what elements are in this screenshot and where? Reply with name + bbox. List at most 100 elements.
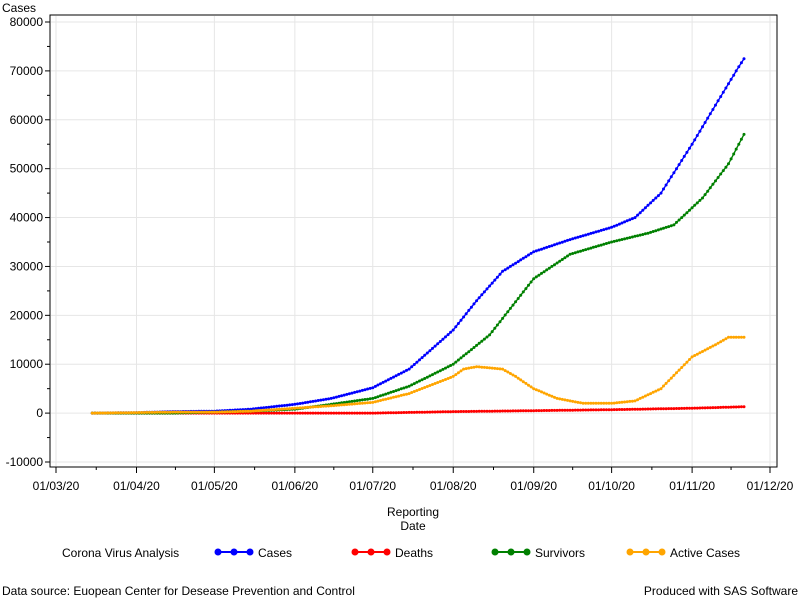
data-point-cases xyxy=(695,134,699,137)
data-point-cases xyxy=(475,299,479,303)
data-point-deaths xyxy=(550,408,554,412)
data-point-deaths xyxy=(428,410,432,414)
data-point-survivors xyxy=(667,225,671,229)
data-point-deaths xyxy=(446,410,450,414)
footer-credit: Produced with SAS Software xyxy=(643,584,798,598)
data-point-active-cases xyxy=(607,401,611,405)
data-point-deaths xyxy=(329,411,333,415)
data-point-active-cases xyxy=(407,392,411,396)
data-point-deaths xyxy=(589,408,593,412)
data-point-deaths xyxy=(656,407,660,411)
data-point-active-cases xyxy=(431,383,434,386)
data-point-survivors xyxy=(444,366,447,370)
data-point-active-cases xyxy=(680,366,684,369)
data-point-active-cases xyxy=(262,408,266,412)
data-point-cases xyxy=(516,260,520,264)
data-point-deaths xyxy=(511,409,515,413)
data-point-active-cases xyxy=(516,376,520,380)
legend-swatch-marker xyxy=(642,548,650,556)
data-point-active-cases xyxy=(659,387,663,391)
data-point-deaths xyxy=(277,411,281,415)
data-point-survivors xyxy=(693,203,697,207)
data-point-active-cases xyxy=(433,382,437,385)
data-point-active-cases xyxy=(739,335,743,339)
data-point-deaths xyxy=(441,410,445,414)
data-point-active-cases xyxy=(142,411,146,414)
series-line-survivors xyxy=(92,134,745,414)
data-point-survivors xyxy=(418,379,421,383)
data-point-deaths xyxy=(584,408,588,412)
data-point-active-cases xyxy=(594,401,598,405)
data-point-cases xyxy=(259,406,263,410)
data-point-cases xyxy=(477,296,481,300)
data-point-deaths xyxy=(332,411,336,415)
data-point-survivors xyxy=(425,375,429,379)
data-point-cases xyxy=(511,263,515,267)
data-point-active-cases xyxy=(321,404,325,408)
data-point-survivors xyxy=(480,339,484,343)
data-point-cases xyxy=(732,73,736,77)
data-point-active-cases xyxy=(238,409,242,413)
data-point-deaths xyxy=(628,407,632,411)
data-point-deaths xyxy=(555,408,559,412)
data-point-cases xyxy=(490,281,494,285)
data-point-cases xyxy=(628,218,632,222)
data-point-cases xyxy=(581,234,585,238)
data-point-cases xyxy=(290,403,294,407)
data-point-deaths xyxy=(280,411,284,415)
data-point-active-cases xyxy=(93,411,97,415)
data-point-cases xyxy=(366,387,370,391)
data-point-survivors xyxy=(451,362,455,366)
data-point-survivors xyxy=(698,198,702,202)
data-point-survivors xyxy=(739,137,743,141)
data-point-deaths xyxy=(727,405,730,409)
data-point-active-cases xyxy=(641,395,645,399)
data-point-survivors xyxy=(542,270,546,274)
data-point-cases xyxy=(656,194,660,198)
data-point-cases xyxy=(669,175,673,179)
data-point-cases xyxy=(482,290,486,294)
data-point-active-cases xyxy=(537,389,541,393)
data-point-deaths xyxy=(456,410,460,414)
data-point-deaths xyxy=(293,411,297,415)
data-point-cases xyxy=(721,90,725,94)
data-point-survivors xyxy=(579,249,582,253)
data-point-active-cases xyxy=(449,376,453,379)
data-point-active-cases xyxy=(612,401,616,405)
data-point-cases xyxy=(529,251,533,255)
data-point-cases xyxy=(275,404,279,408)
data-point-active-cases xyxy=(441,379,445,382)
legend-swatch-marker xyxy=(626,548,634,556)
axes: -10000 0 10000 20000 30000 40000 50000 60000 700… xyxy=(6,15,794,493)
data-point-cases xyxy=(423,353,427,357)
data-point-survivors xyxy=(475,343,479,347)
data-point-deaths xyxy=(314,411,318,415)
data-point-survivors xyxy=(675,220,678,224)
data-point-active-cases xyxy=(521,380,525,384)
data-point-active-cases xyxy=(724,337,728,341)
data-point-active-cases xyxy=(493,366,497,370)
data-point-active-cases xyxy=(560,397,564,401)
data-point-active-cases xyxy=(218,410,222,414)
data-point-survivors xyxy=(607,241,611,245)
data-point-survivors xyxy=(584,248,588,252)
data-point-cases xyxy=(623,220,627,224)
data-point-deaths xyxy=(368,411,372,415)
data-point-survivors xyxy=(586,247,590,251)
data-point-active-cases xyxy=(563,398,567,402)
data-point-deaths xyxy=(576,408,580,412)
data-point-active-cases xyxy=(698,351,702,355)
data-point-active-cases xyxy=(444,378,447,381)
data-point-deaths xyxy=(501,409,505,413)
data-point-active-cases xyxy=(498,367,502,371)
data-point-survivors xyxy=(716,176,720,179)
data-point-deaths xyxy=(475,409,479,413)
data-point-active-cases xyxy=(257,409,260,413)
data-point-deaths xyxy=(381,411,385,415)
data-point-active-cases xyxy=(233,410,237,414)
data-point-deaths xyxy=(425,410,429,414)
data-point-cases xyxy=(327,397,331,401)
data-point-survivors xyxy=(342,401,346,404)
data-point-active-cases xyxy=(353,402,357,406)
data-point-survivors xyxy=(734,147,738,151)
